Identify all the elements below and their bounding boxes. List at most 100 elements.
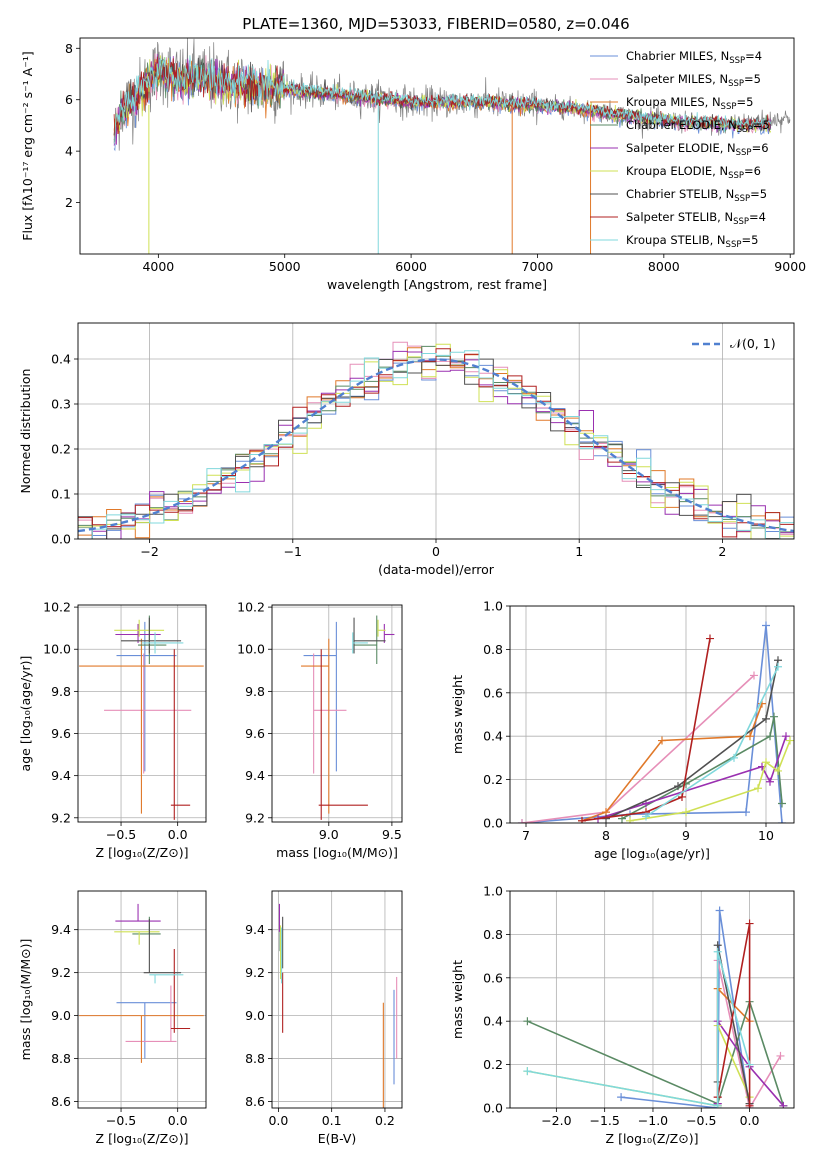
y-tick-label: 4	[65, 144, 73, 159]
x-tick-label: 0.2	[375, 1113, 395, 1128]
y-tick-label: 10.0	[43, 642, 71, 657]
x-tick-label: 0.0	[740, 1113, 760, 1128]
x-tick-label: 8	[602, 828, 610, 843]
weight-line	[597, 735, 787, 820]
legend-label: Salpeter STELIB, NSSP=4	[626, 210, 766, 227]
x-tick-label: 2	[718, 544, 726, 559]
y-axis-label: age [log₁₀(age/yr)]	[18, 656, 33, 772]
axes-frame	[77, 890, 207, 1109]
errorbar-point	[353, 617, 386, 654]
x-tick-label: 0.0	[168, 827, 188, 842]
residual-histogram	[78, 350, 794, 539]
y-tick-label: 9.2	[245, 965, 265, 980]
weight-marker	[779, 1101, 788, 1108]
legend-suffix: =4	[749, 210, 766, 224]
y-tick-label: 0.2	[51, 442, 71, 457]
legend-suffix: =5	[741, 233, 758, 247]
errorbar-point	[170, 949, 191, 1033]
y-tick-label: 9.4	[51, 768, 71, 783]
weight-marker	[617, 1093, 626, 1102]
axes-frame	[271, 604, 403, 823]
plot-area	[78, 323, 794, 539]
weight-marker	[523, 1067, 532, 1076]
legend-subscript: SSP	[734, 194, 750, 204]
errorbar-point	[79, 638, 204, 814]
panel-residuals: −2 −1 0 1 2 0.0 0.1 0.2 0.3 0.4 (data-model)/error…	[18, 322, 795, 577]
legend-suffix: =6	[744, 164, 761, 178]
weight-marker	[674, 782, 682, 791]
weight-marker	[762, 621, 770, 630]
errorbar-point	[138, 615, 167, 664]
y-tick-label: 9.0	[51, 1008, 71, 1023]
errorbar-point	[115, 623, 161, 643]
axes-frame	[271, 890, 403, 1109]
legend-label: Chabrier MILES, NSSP=4	[626, 49, 762, 66]
legend-subscript: SSP	[729, 56, 745, 66]
x-tick-label: 9	[682, 828, 690, 843]
legend-suffix: =5	[753, 118, 770, 132]
weight-marker	[786, 736, 794, 745]
weight-line	[629, 740, 791, 822]
legend-label: 𝒩(0, 1)	[730, 336, 776, 351]
legend-subscript: SSP	[736, 148, 752, 158]
y-tick-label: 0.4	[483, 729, 503, 744]
x-tick-label: −0.5	[106, 827, 136, 842]
panel-mass-vs-ebv: 0.0 0.1 0.2 8.6 8.8 9.0 9.2 9.4 E(B-V)	[245, 890, 403, 1146]
weight-marker	[658, 736, 666, 745]
x-tick-label: −0.5	[686, 1113, 716, 1128]
weight-marker	[754, 784, 762, 793]
y-tick-label: 9.4	[245, 922, 265, 937]
x-tick-label: −1.5	[589, 1113, 619, 1128]
x-tick-label: 0.0	[168, 1113, 188, 1128]
y-tick-label: 9.6	[245, 726, 265, 741]
y-tick-label: 0.2	[483, 1057, 503, 1072]
weight-marker	[778, 819, 786, 823]
x-axis-label: wavelength [Angstrom, rest frame]	[327, 277, 547, 292]
legend-suffix: =5	[750, 187, 767, 201]
weight-line	[527, 1025, 751, 1107]
errorbar-point	[383, 623, 395, 643]
weight-marker	[776, 1051, 785, 1060]
weight-marker	[762, 714, 770, 723]
legend-suffix: =5	[736, 95, 753, 109]
errorbar-point	[377, 619, 386, 637]
legend-label: Kroupa STELIB, NSSP=5	[626, 233, 758, 250]
x-tick-label: 9.5	[382, 827, 402, 842]
plot-area	[510, 891, 794, 1108]
x-tick-label: 7000	[522, 259, 554, 274]
legend-label: Kroupa ELODIE, NSSP=6	[626, 164, 761, 181]
weight-marker	[578, 816, 586, 823]
gaussian-curve	[78, 358, 794, 533]
errorbar-point	[143, 918, 182, 974]
y-tick-label: 0.8	[483, 642, 503, 657]
weight-marker	[774, 766, 782, 775]
y-tick-label: 2	[65, 195, 73, 210]
weight-marker	[762, 758, 770, 767]
weight-marker	[766, 732, 774, 741]
y-tick-label: 10.2	[237, 600, 265, 615]
y-tick-label: 0.0	[51, 532, 71, 547]
x-tick-label: −0.5	[106, 1113, 136, 1128]
y-tick-label: 0.6	[483, 970, 503, 985]
x-axis-label: Z [log₁₀(Z/Z⊙)]	[96, 845, 189, 860]
panel-age-vs-mass: 9.0 9.5 9.2 9.4 9.6 9.8 10.0 10.2 mass [log₁₀(M/…	[237, 600, 403, 860]
plot-area	[78, 891, 206, 1108]
y-tick-label: 9.8	[245, 684, 265, 699]
x-tick-label: 6000	[395, 259, 427, 274]
errorbar-point	[303, 621, 337, 772]
weight-marker	[766, 777, 774, 786]
y-axis-label: Flux [fλ10⁻¹⁷ erg cm⁻² s⁻¹ A⁻¹]	[20, 51, 35, 240]
weight-marker	[745, 1060, 754, 1069]
axes-frame	[79, 37, 795, 255]
errorbar-point	[141, 632, 184, 654]
y-axis-label: mass [log₁₀(M/M⊙)]	[18, 939, 33, 1061]
x-tick-label: −2	[140, 544, 158, 559]
y-axis-label: Normed distribution	[18, 369, 33, 494]
y-tick-label: 0.3	[51, 397, 71, 412]
panel-mass-vs-Z: −0.5 0.0 8.6 8.8 9.0 9.2 9.4 Z [log₁₀(Z/Z⊙)] mas…	[18, 890, 207, 1146]
y-tick-label: 0.0	[483, 816, 503, 831]
legend: Chabrier MILES, NSSP=4 Salpeter MILES, NS…	[590, 49, 770, 250]
legend-subscript: SSP	[726, 240, 742, 250]
errorbar-point	[354, 615, 378, 664]
weight-marker	[778, 799, 786, 808]
